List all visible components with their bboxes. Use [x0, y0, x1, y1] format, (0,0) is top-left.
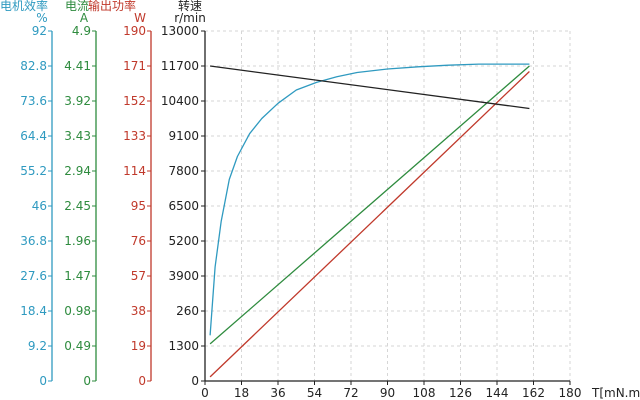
speed-tick-label: 3900	[168, 269, 199, 283]
power-tick-label: 19	[131, 339, 146, 353]
speed-tick-label: 0	[191, 374, 199, 388]
torque-tick-label: 36	[270, 386, 285, 400]
current-tick-label: 4.41	[64, 59, 91, 73]
efficiency-axis-title: 电机效率	[0, 0, 48, 13]
power-axis-title: 输出功率	[88, 0, 136, 13]
torque-tick-label: 144	[486, 386, 509, 400]
speed-tick-label: 11700	[161, 59, 199, 73]
efficiency-curve	[209, 63, 530, 336]
torque-tick-label: 108	[413, 386, 436, 400]
speed-tick-label: 260	[176, 304, 199, 318]
efficiency-tick-label: 9.2	[28, 339, 47, 353]
current-tick-label: 0	[83, 374, 91, 388]
efficiency-tick-label: 92	[32, 24, 47, 38]
current-tick-label: 2.45	[64, 199, 91, 213]
current-tick-label: 3.92	[64, 94, 91, 108]
torque-tick-label: 0	[201, 386, 209, 400]
speed-tick-label: 7800	[168, 164, 199, 178]
current-tick-label: 2.94	[64, 164, 91, 178]
power-tick-label: 95	[131, 199, 146, 213]
current-axis-title: 电流	[65, 0, 89, 13]
efficiency-tick-label: 27.6	[20, 269, 47, 283]
efficiency-tick-label: 0	[39, 374, 47, 388]
power-axis-unit: W	[134, 11, 146, 25]
torque-tick-label: 72	[343, 386, 358, 400]
speed-curve	[210, 65, 530, 110]
efficiency-tick-label: 18.4	[20, 304, 47, 318]
torque-tick-label: 162	[522, 386, 545, 400]
current-tick-label: 1.96	[64, 234, 91, 248]
efficiency-tick-label: 64.4	[20, 129, 47, 143]
power-tick-label: 133	[123, 129, 146, 143]
speed-tick-label: 13000	[161, 24, 199, 38]
power-tick-label: 171	[123, 59, 146, 73]
efficiency-tick-label: 82.8	[20, 59, 47, 73]
speed-tick-label: 5200	[168, 234, 199, 248]
torque-tick-label: 90	[380, 386, 395, 400]
efficiency-tick-label: 55.2	[20, 164, 47, 178]
speed-tick-label: 10400	[161, 94, 199, 108]
speed-tick-label: 9100	[168, 129, 199, 143]
power-tick-label: 76	[131, 234, 146, 248]
power-tick-label: 0	[138, 374, 146, 388]
power-tick-label: 114	[123, 164, 146, 178]
efficiency-tick-label: 36.8	[20, 234, 47, 248]
current-tick-label: 0.98	[64, 304, 91, 318]
speed-tick-label: 6500	[168, 199, 199, 213]
current-tick-label: 3.43	[64, 129, 91, 143]
power-curve	[209, 71, 530, 378]
torque-axis-label: T[mN.m]	[591, 386, 640, 400]
torque-tick-label: 126	[449, 386, 472, 400]
current-tick-label: 0.49	[64, 339, 91, 353]
power-tick-label: 152	[123, 94, 146, 108]
power-tick-label: 190	[123, 24, 146, 38]
speed-axis-title: 转速	[178, 0, 202, 13]
power-tick-label: 57	[131, 269, 146, 283]
current-axis-unit: A	[80, 11, 89, 25]
speed-tick-label: 1300	[168, 339, 199, 353]
efficiency-tick-label: 46	[32, 199, 47, 213]
torque-tick-label: 180	[559, 386, 582, 400]
speed-axis-unit: r/min	[174, 11, 206, 25]
torque-tick-label: 54	[307, 386, 322, 400]
efficiency-axis-unit: %	[36, 11, 47, 25]
current-tick-label: 4.9	[72, 24, 91, 38]
current-tick-label: 1.47	[64, 269, 91, 283]
torque-tick-label: 18	[234, 386, 249, 400]
current-curve	[209, 65, 530, 345]
power-tick-label: 38	[131, 304, 146, 318]
efficiency-tick-label: 73.6	[20, 94, 47, 108]
